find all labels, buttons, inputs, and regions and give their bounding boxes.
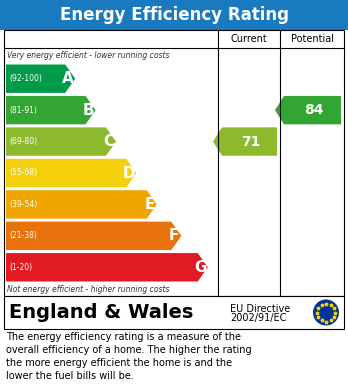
Bar (0, 0, 348, 30)
Text: A: A (62, 71, 74, 86)
Text: Current: Current (231, 34, 267, 44)
Text: Very energy efficient - lower running costs: Very energy efficient - lower running co… (7, 51, 169, 60)
Text: 84: 84 (304, 103, 323, 117)
Text: B: B (83, 103, 94, 118)
Text: Not energy efficient - higher running costs: Not energy efficient - higher running co… (7, 285, 169, 294)
Polygon shape (275, 96, 341, 124)
Text: G: G (195, 260, 207, 275)
Text: (55-68): (55-68) (9, 169, 37, 178)
Text: EU Directive: EU Directive (230, 303, 290, 314)
Text: The energy efficiency rating is a measure of the: The energy efficiency rating is a measur… (6, 332, 241, 342)
Bar (4, 296, 344, 329)
Text: (21-38): (21-38) (9, 231, 37, 240)
Text: overall efficiency of a home. The higher the rating: overall efficiency of a home. The higher… (6, 345, 252, 355)
Polygon shape (6, 190, 157, 219)
Polygon shape (6, 222, 181, 250)
Text: (81-91): (81-91) (9, 106, 37, 115)
Text: C: C (103, 134, 114, 149)
Polygon shape (6, 253, 208, 282)
Text: England & Wales: England & Wales (9, 303, 193, 322)
Text: (39-54): (39-54) (9, 200, 37, 209)
Text: E: E (145, 197, 155, 212)
Text: lower the fuel bills will be.: lower the fuel bills will be. (6, 371, 134, 381)
Text: (92-100): (92-100) (9, 74, 42, 83)
Text: 2002/91/EC: 2002/91/EC (230, 312, 286, 323)
Text: Energy Efficiency Rating: Energy Efficiency Rating (60, 6, 288, 24)
Polygon shape (6, 127, 116, 156)
Text: the more energy efficient the home is and the: the more energy efficient the home is an… (6, 358, 232, 368)
Text: (69-80): (69-80) (9, 137, 37, 146)
Polygon shape (6, 96, 96, 124)
Polygon shape (6, 159, 136, 187)
Bar (4, 30, 344, 296)
Polygon shape (6, 65, 75, 93)
Text: Potential: Potential (291, 34, 333, 44)
Text: F: F (169, 228, 180, 243)
Polygon shape (213, 127, 277, 156)
Text: 71: 71 (241, 135, 260, 149)
Circle shape (313, 300, 339, 325)
Text: D: D (123, 165, 136, 181)
Text: (1-20): (1-20) (9, 263, 32, 272)
